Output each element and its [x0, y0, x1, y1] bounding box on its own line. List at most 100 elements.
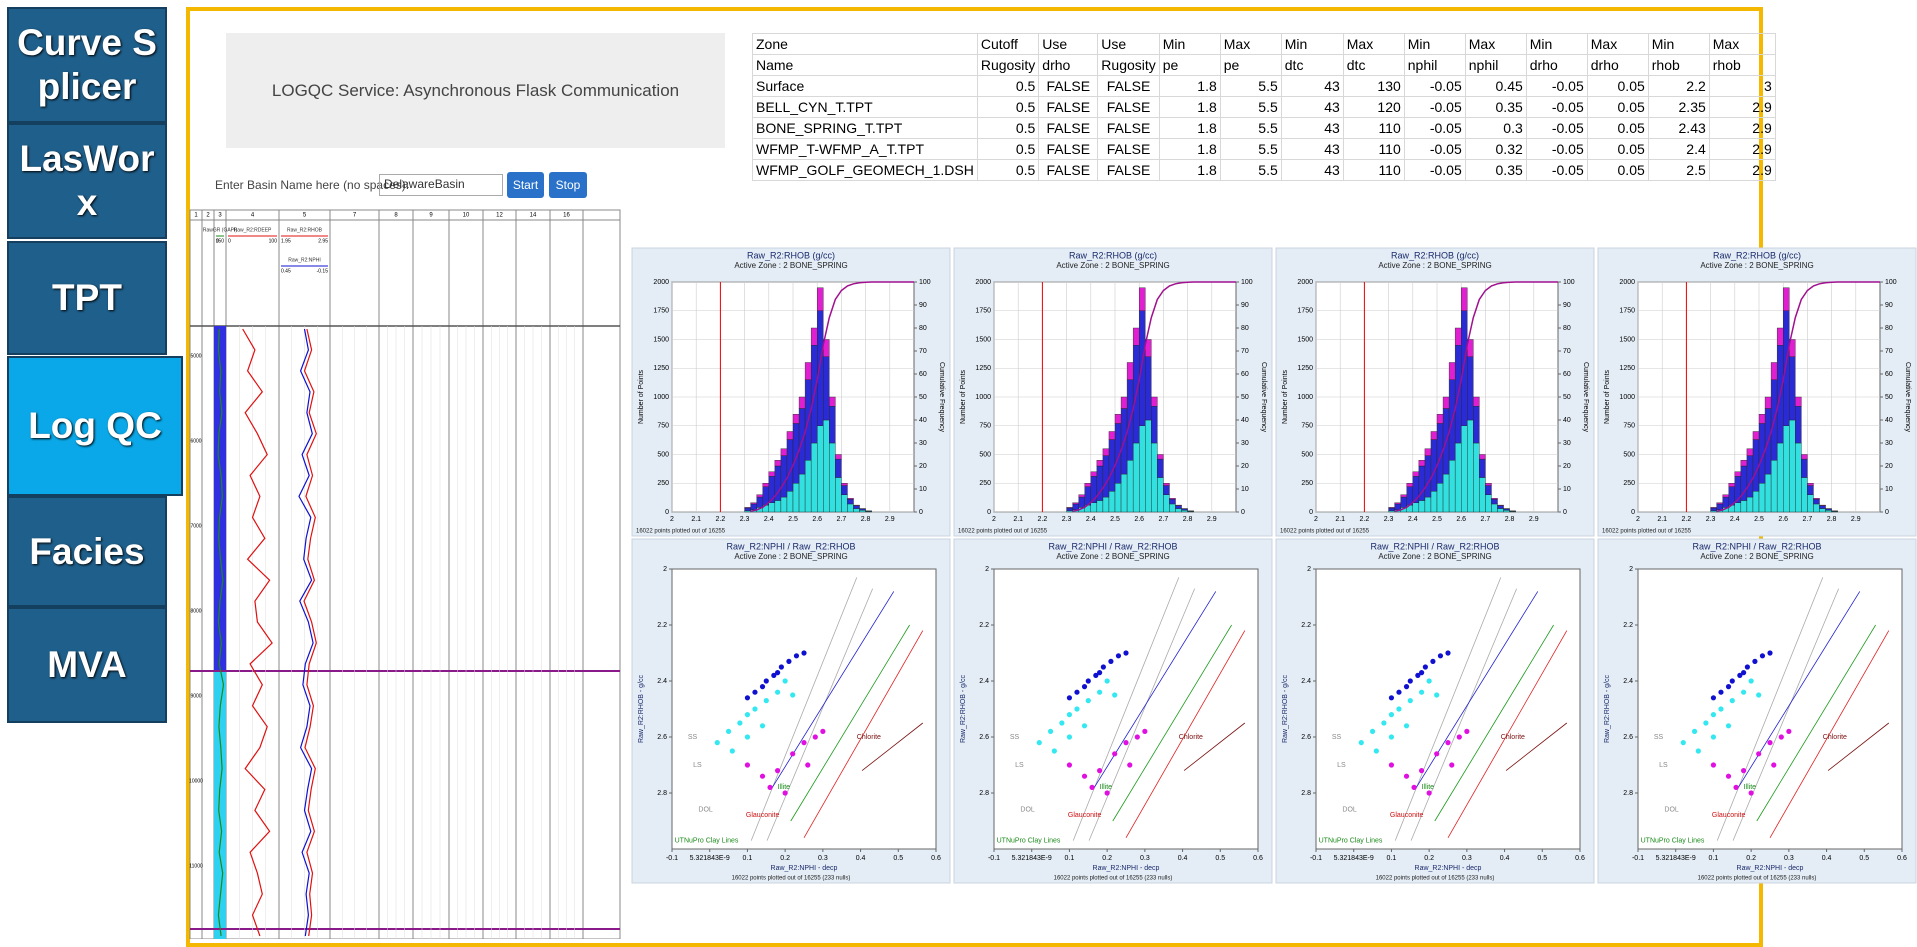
table-cell: rhob — [1648, 55, 1709, 76]
table-cell: Use — [1039, 34, 1098, 55]
table-cell: -0.05 — [1526, 139, 1587, 160]
histogram-bar — [1789, 357, 1795, 420]
table-cell: FALSE — [1098, 76, 1159, 97]
table-cell: FALSE — [1039, 160, 1098, 181]
table-cell: 0.05 — [1587, 160, 1648, 181]
y2-tick-label: 60 — [1885, 371, 1893, 378]
x-tick-label: 0.3 — [1784, 855, 1794, 862]
x-tick-label: 0.6 — [1897, 855, 1907, 862]
table-cell: 2.9 — [1709, 97, 1775, 118]
basin-input[interactable]: DelawareBasin — [379, 174, 503, 196]
table-cell: Min — [1526, 34, 1587, 55]
table-cell: WFMP_GOLF_GEOMECH_1.DSH — [753, 160, 978, 181]
table-cell: 110 — [1343, 118, 1404, 139]
nav-button[interactable]: Curve Splicer — [7, 7, 167, 123]
table-cell: 0.35 — [1465, 97, 1526, 118]
table-cell: 110 — [1343, 160, 1404, 181]
table-cell: Max — [1587, 34, 1648, 55]
table-cell: 2.4 — [1648, 139, 1709, 160]
table-cell: 2.5 — [1648, 160, 1709, 181]
table-cell: 0.5 — [977, 76, 1038, 97]
table-cell: FALSE — [1098, 97, 1159, 118]
table-cell: 2.9 — [1709, 160, 1775, 181]
histogram-bar — [1795, 406, 1801, 443]
histogram-bar — [1813, 498, 1819, 499]
table-cell: 5.5 — [1220, 160, 1281, 181]
nav-button[interactable]: MVA — [7, 607, 167, 723]
table-cell: -0.05 — [1526, 76, 1587, 97]
histogram-bar — [1795, 397, 1801, 406]
y2-tick-label: 0 — [1885, 509, 1889, 516]
x-tick-label: 0.5 — [1859, 855, 1869, 862]
table-cell: drho — [1526, 55, 1587, 76]
table-cell: BONE_SPRING_T.TPT — [753, 118, 978, 139]
table-cell: WFMP_T-WFMP_A_T.TPT — [753, 139, 978, 160]
table-cell: Cutoff — [977, 34, 1038, 55]
y2-tick-label: 100 — [1885, 279, 1897, 286]
histogram-bar — [1777, 328, 1783, 345]
table-cell: Use — [1098, 34, 1159, 55]
table-cell: 0.5 — [977, 97, 1038, 118]
table-cell: pe — [1159, 55, 1220, 76]
table-cell: 0.05 — [1587, 139, 1648, 160]
histogram-bar — [1765, 474, 1771, 512]
table-cell: 0.05 — [1587, 97, 1648, 118]
table-cell: 2.9 — [1709, 118, 1775, 139]
table-cell: -0.05 — [1404, 160, 1465, 181]
histogram-bar — [1771, 380, 1777, 461]
x-tick-label: 2.8 — [1827, 516, 1837, 523]
table-cell: Surface — [753, 76, 978, 97]
histogram-bar — [1807, 495, 1813, 512]
clay-line — [1770, 631, 1889, 838]
table-cell: nphil — [1404, 55, 1465, 76]
table-cell: 2.2 — [1648, 76, 1709, 97]
y2-tick-label: 20 — [1885, 463, 1893, 470]
histogram-bar — [1777, 345, 1783, 443]
scatter-point — [1779, 734, 1784, 739]
nav-button[interactable]: Log QC — [7, 356, 183, 496]
scatter-point — [1786, 729, 1791, 734]
histogram-bar — [1765, 397, 1771, 409]
table-cell: 0.5 — [977, 118, 1038, 139]
table-cell: -0.05 — [1404, 118, 1465, 139]
y2-tick-label: 10 — [1885, 486, 1893, 493]
nav-button[interactable]: Facies — [7, 496, 167, 607]
table-cell: FALSE — [1098, 160, 1159, 181]
table-cell: 1.8 — [1159, 76, 1220, 97]
table-cell: -0.05 — [1526, 118, 1587, 139]
nav-button[interactable]: LasWorx — [7, 123, 167, 239]
x-tick-label: 2.6 — [1778, 516, 1788, 523]
histogram-bar — [1795, 443, 1801, 512]
table-cell: 0.5 — [977, 139, 1038, 160]
table-cell: -0.05 — [1526, 160, 1587, 181]
table-cell: -0.05 — [1404, 76, 1465, 97]
table-cell: FALSE — [1098, 139, 1159, 160]
table-cell: 43 — [1281, 118, 1343, 139]
table-cell: 130 — [1343, 76, 1404, 97]
table-cell: 110 — [1343, 139, 1404, 160]
nav-button[interactable]: TPT — [7, 241, 167, 355]
stop-button[interactable]: Stop — [549, 172, 587, 198]
histogram-bar — [1807, 483, 1813, 485]
table-cell: 1.8 — [1159, 139, 1220, 160]
table-cell: FALSE — [1098, 118, 1159, 139]
histogram-bar — [1801, 478, 1807, 513]
histogram-bar — [1789, 420, 1795, 512]
table-cell: drho — [1039, 55, 1098, 76]
table-cell: nphil — [1465, 55, 1526, 76]
annotation: Chlorite — [1823, 734, 1847, 741]
start-button[interactable]: Start — [507, 172, 544, 198]
table-cell: 5.5 — [1220, 139, 1281, 160]
table-cell: 120 — [1343, 97, 1404, 118]
table-cell: Rugosity — [1098, 55, 1159, 76]
table-cell: Min — [1159, 34, 1220, 55]
histogram-bar — [1771, 363, 1777, 380]
table-cell: -0.05 — [1526, 97, 1587, 118]
clay-line — [1828, 723, 1889, 771]
table-cell: 43 — [1281, 97, 1343, 118]
table-cell: Max — [1220, 34, 1281, 55]
table-cell: pe — [1220, 55, 1281, 76]
